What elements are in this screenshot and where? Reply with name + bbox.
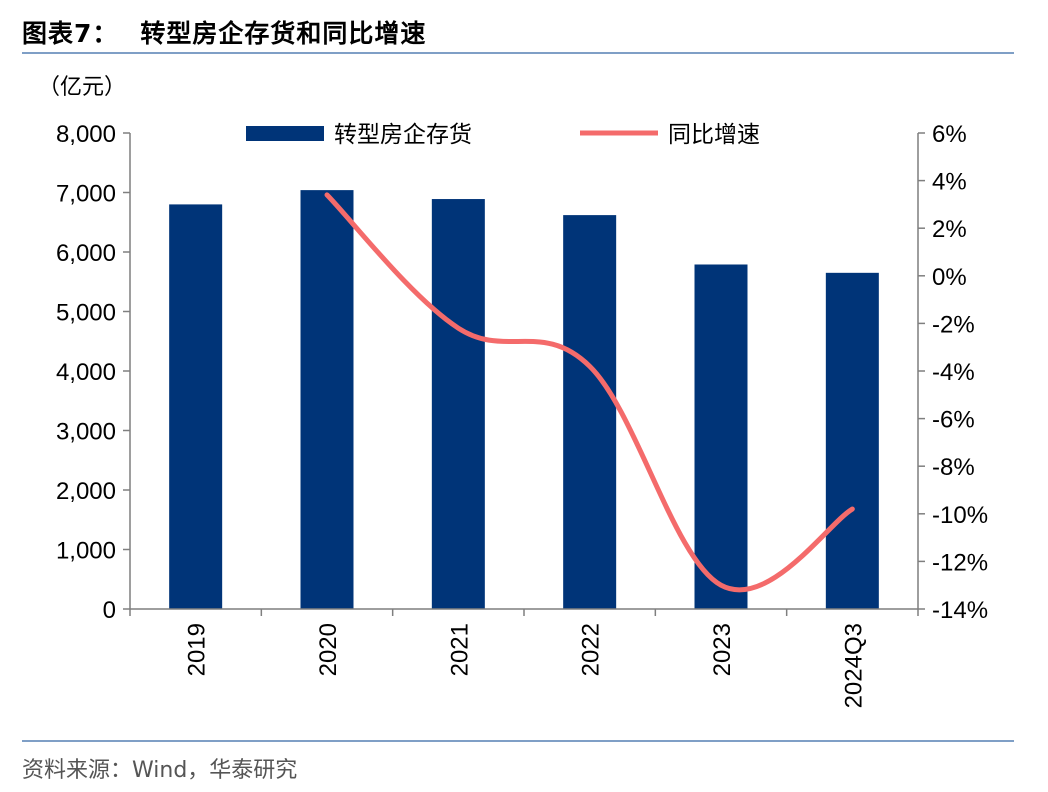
x-tick-label: 2021 <box>446 623 473 676</box>
left-axis-unit: （亿元） <box>38 75 126 100</box>
right-tick-label: 6% <box>932 121 967 148</box>
legend-line-label: 同比增速 <box>668 122 760 148</box>
bar-2022 <box>563 215 617 610</box>
left-tick-label: 5,000 <box>56 300 116 327</box>
legend-bar-swatch <box>246 126 324 141</box>
right-tick-label: -8% <box>932 454 975 481</box>
x-tick-label: 2019 <box>184 623 211 676</box>
bar-2019 <box>169 204 223 609</box>
footer-divider <box>22 740 1014 742</box>
bar-2024Q3 <box>825 272 879 609</box>
left-tick-label: 0 <box>103 597 116 624</box>
bar-series <box>169 190 879 610</box>
x-tick-label: 2020 <box>315 623 342 676</box>
left-tick-label: 1,000 <box>56 538 116 565</box>
axes: 0 1,000 2,000 3,000 4,000 5,000 6,000 7,000 8,00… <box>56 121 988 708</box>
right-tick-label: 4% <box>932 169 967 196</box>
right-tick-label: 2% <box>932 216 967 243</box>
legend-bar-label: 转型房企存货 <box>334 122 472 148</box>
right-tick-label: 0% <box>932 264 967 291</box>
bar-2023 <box>694 264 748 609</box>
right-tick-label: -2% <box>932 311 975 338</box>
chart-title: 转型房企存货和同比增速 <box>140 19 427 48</box>
figure-label: 图表7： <box>22 19 119 48</box>
x-tick-label: 2024Q3 <box>840 623 867 708</box>
right-tick-label: -14% <box>932 597 988 624</box>
figure-title: 图表7： 转型房企存货和同比增速 <box>22 14 426 50</box>
left-tick-label: 2,000 <box>56 478 116 505</box>
left-tick-label: 8,000 <box>56 121 116 148</box>
bar-2020 <box>300 190 354 609</box>
left-tick-label: 3,000 <box>56 419 116 446</box>
right-tick-label: -12% <box>932 549 988 576</box>
left-tick-label: 6,000 <box>56 240 116 267</box>
right-tick-label: -6% <box>932 407 975 434</box>
growth-rate-line <box>324 192 855 593</box>
title-divider <box>22 52 1014 54</box>
x-tick-label: 2022 <box>578 623 605 676</box>
line-series <box>324 192 855 593</box>
x-tick-label: 2023 <box>709 623 736 676</box>
right-tick-label: -4% <box>932 359 975 386</box>
left-tick-label: 4,000 <box>56 359 116 386</box>
left-tick-label: 7,000 <box>56 181 116 208</box>
legend: 转型房企存货 同比增速 <box>246 122 760 148</box>
bar-2021 <box>431 199 485 610</box>
source-note: 资料来源：Wind，华泰研究 <box>22 758 298 783</box>
right-tick-label: -10% <box>932 502 988 529</box>
